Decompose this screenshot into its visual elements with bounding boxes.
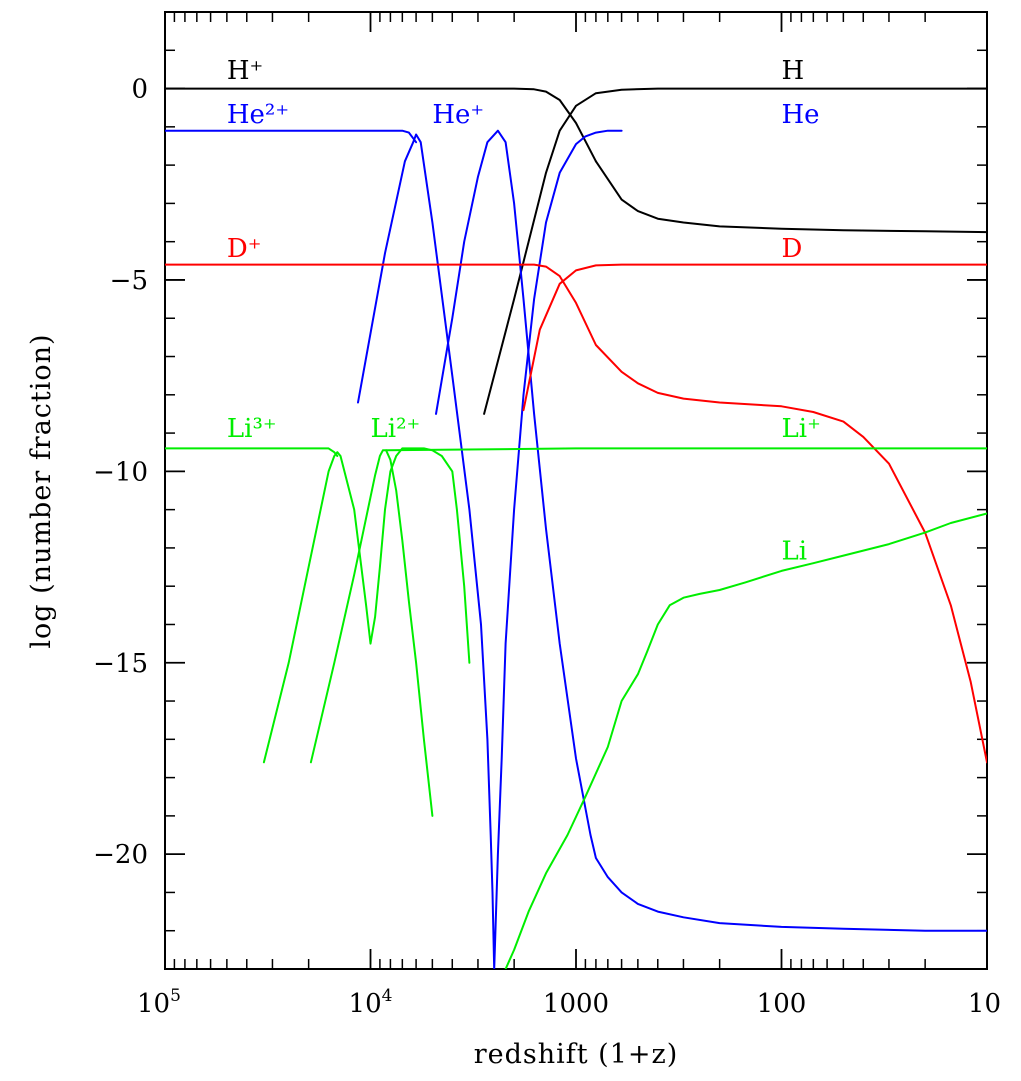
y-tick-label: −5 <box>110 266 148 296</box>
y-tick-label: −15 <box>93 649 148 679</box>
series-h-residual-line <box>594 160 987 234</box>
series-li-line <box>504 512 987 969</box>
series-label: H <box>782 56 805 86</box>
x-tick-label: 100 <box>757 989 807 1019</box>
x-tick-label: 105 <box>137 986 181 1019</box>
y-tick-label: 0 <box>131 75 148 105</box>
series-label: He⁺ <box>432 100 484 130</box>
series-li-lower-line <box>309 449 434 817</box>
series-he-line <box>357 129 623 969</box>
series-label: H⁺ <box>227 56 263 86</box>
series-label: D⁺ <box>227 234 262 264</box>
series-label: He <box>782 100 820 130</box>
minor-ticks <box>165 11 987 970</box>
series-li-line <box>385 447 987 452</box>
series-li2-line <box>262 447 471 764</box>
series-label: He²⁺ <box>227 100 289 130</box>
series-h-line <box>165 87 597 163</box>
x-axis-title: redshift (1+z) <box>474 1039 679 1070</box>
series-label: D <box>782 234 803 264</box>
series-he-line <box>435 129 987 932</box>
series-h-line <box>483 87 987 415</box>
plot-frame <box>164 11 988 970</box>
x-tick-label: 10 <box>968 989 1001 1019</box>
series-label: Li³⁺ <box>227 414 277 444</box>
tick-labels: 105 104 1000 100 100−5−10−15−20 <box>93 75 1001 1019</box>
series-label: Li²⁺ <box>371 414 421 444</box>
y-axis-title: log (number fraction) <box>26 333 57 648</box>
x-tick-label: 1000 <box>543 989 609 1019</box>
series-label: Li⁺ <box>782 414 821 444</box>
series-labels: H⁺ H He²⁺ He⁺ He D⁺ D Li³⁺ Li²⁺ Li⁺ Li <box>227 56 821 566</box>
y-tick-label: −10 <box>93 457 148 487</box>
series-d-line <box>522 263 987 412</box>
x-tick-label: 104 <box>349 986 393 1019</box>
y-tick-label: −20 <box>93 840 148 870</box>
major-ticks <box>164 12 988 969</box>
series-label: Li <box>782 536 808 566</box>
curves <box>165 87 987 969</box>
